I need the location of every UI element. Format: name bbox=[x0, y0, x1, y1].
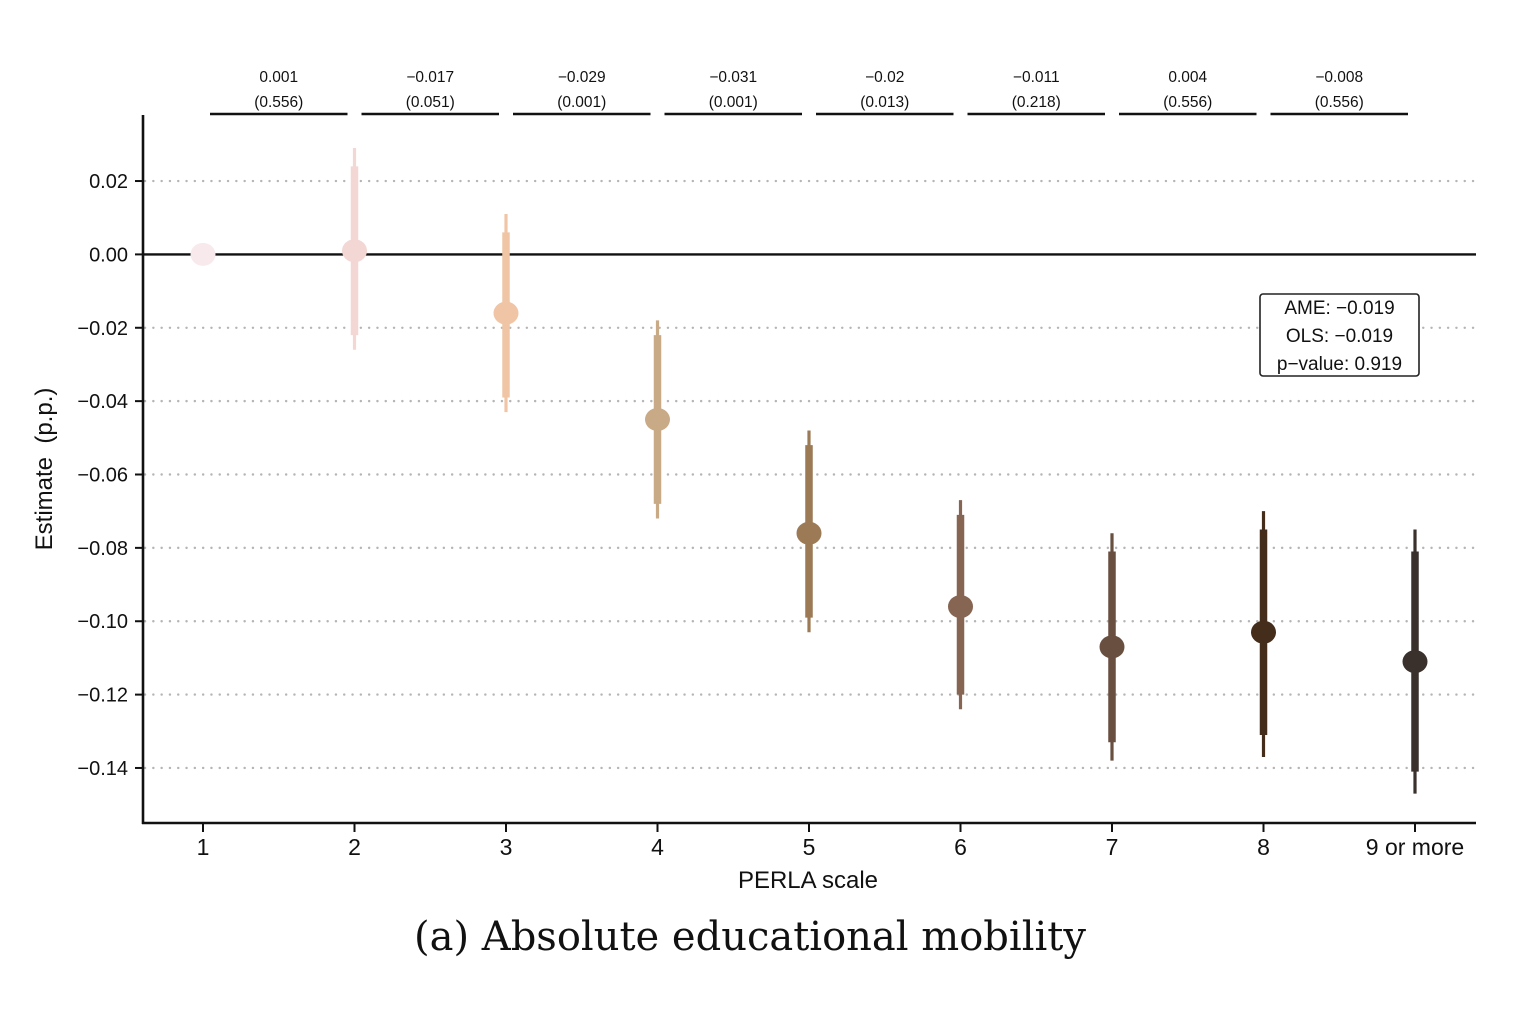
point-estimate bbox=[1251, 620, 1276, 644]
y-tick-label: −0.12 bbox=[77, 685, 128, 707]
pairwise-pvalue: (0.218) bbox=[1012, 94, 1061, 111]
x-tick-label: 9 or more bbox=[1366, 834, 1464, 860]
point-estimate bbox=[796, 521, 822, 545]
x-axis-ticks: 1 2 3 4 5 6 7 8 9 or more bbox=[197, 823, 1464, 860]
point-estimate bbox=[493, 301, 519, 325]
point-estimate bbox=[1402, 650, 1428, 674]
summary-box-frame bbox=[1259, 293, 1420, 377]
point-estimate bbox=[645, 407, 670, 431]
pairwise-difference: −0.029 bbox=[558, 69, 606, 86]
pairwise-pvalue: (0.051) bbox=[406, 94, 455, 111]
x-tick-label: 5 bbox=[803, 834, 816, 860]
pairwise-pvalue: (0.556) bbox=[254, 94, 303, 111]
pairwise-pvalue: (0.556) bbox=[1163, 94, 1212, 111]
pairwise-difference: 0.004 bbox=[1168, 69, 1207, 86]
summary-box: AME: −0.019 OLS: −0.019 p−value: 0.919 bbox=[1259, 293, 1420, 377]
y-tick-label: −0.14 bbox=[77, 758, 128, 780]
y-tick-label: −0.02 bbox=[77, 318, 128, 340]
x-tick-label: 7 bbox=[1106, 834, 1119, 860]
pairwise-difference: −0.017 bbox=[406, 69, 454, 86]
pairwise-pvalue: (0.001) bbox=[709, 94, 758, 111]
pairwise-difference: 0.001 bbox=[259, 69, 298, 86]
y-tick-label: −0.04 bbox=[77, 391, 128, 413]
confidence-intervals bbox=[350, 148, 1419, 794]
point-estimate bbox=[342, 239, 367, 263]
x-axis-title: PERLA scale bbox=[738, 867, 878, 894]
summary-box-line: p−value: 0.919 bbox=[1277, 354, 1402, 375]
x-tick-label: 2 bbox=[348, 834, 361, 860]
y-tick-label: −0.10 bbox=[77, 611, 128, 633]
pairwise-pvalue: (0.001) bbox=[557, 94, 606, 111]
point-estimate bbox=[1099, 635, 1125, 659]
point-estimate bbox=[190, 242, 216, 266]
y-tick-label: −0.06 bbox=[77, 465, 128, 487]
pairwise-difference: −0.02 bbox=[865, 69, 904, 86]
pairwise-difference: −0.011 bbox=[1013, 69, 1060, 86]
figure-caption: (a) Absolute educational mobility bbox=[414, 914, 1086, 960]
x-tick-label: 8 bbox=[1257, 834, 1270, 860]
y-axis-ticks: 0.02 0.00 −0.02 −0.04 −0.06 −0.08 −0.10 −0.12 −0… bbox=[77, 171, 143, 780]
pairwise-pvalue: (0.013) bbox=[860, 94, 909, 111]
y-tick-label: 0.00 bbox=[89, 244, 128, 266]
x-tick-label: 4 bbox=[651, 834, 664, 860]
y-tick-label: 0.02 bbox=[89, 171, 128, 193]
y-tick-label: −0.08 bbox=[77, 538, 128, 560]
pairwise-difference: −0.031 bbox=[709, 69, 757, 86]
x-tick-label: 3 bbox=[500, 834, 513, 860]
point-estimate bbox=[948, 595, 973, 619]
point-estimates bbox=[190, 239, 1428, 674]
pairwise-comparisons: 0.001 (0.556) −0.017 (0.051) −0.029 (0.001) −0… bbox=[210, 69, 1408, 116]
pairwise-difference: −0.008 bbox=[1315, 69, 1363, 86]
x-tick-label: 6 bbox=[954, 834, 967, 860]
y-axis-title: Estimate (p.p.) bbox=[31, 388, 58, 551]
summary-box-line: AME: −0.019 bbox=[1284, 298, 1394, 319]
x-tick-label: 1 bbox=[197, 834, 210, 860]
summary-box-line: OLS: −0.019 bbox=[1286, 326, 1393, 347]
pairwise-pvalue: (0.556) bbox=[1315, 94, 1364, 111]
